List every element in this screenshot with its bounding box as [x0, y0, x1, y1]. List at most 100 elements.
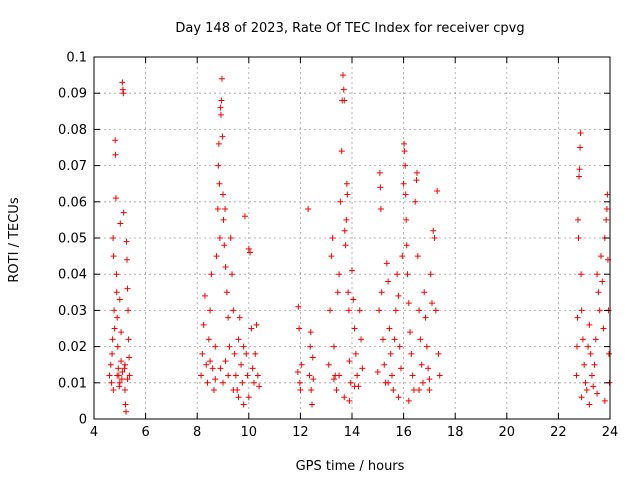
data-point — [221, 242, 228, 249]
data-point — [212, 343, 219, 350]
data-point — [339, 72, 346, 79]
data-point — [124, 256, 131, 263]
data-point — [604, 191, 611, 198]
data-point — [390, 387, 397, 394]
data-point — [240, 343, 247, 350]
data-point — [333, 387, 340, 394]
data-point — [374, 368, 381, 375]
y-tick-label: 0.09 — [58, 87, 87, 102]
data-point — [215, 140, 222, 147]
data-point — [385, 278, 392, 285]
data-point — [295, 303, 302, 310]
data-point — [207, 358, 214, 365]
data-point — [256, 383, 263, 390]
data-point — [385, 379, 392, 386]
data-point — [201, 292, 208, 299]
data-point — [325, 361, 332, 368]
data-point — [241, 213, 248, 220]
data-point — [599, 278, 606, 285]
data-point — [216, 235, 223, 241]
data-point — [307, 329, 314, 336]
y-tick-label: 0.02 — [58, 340, 87, 355]
data-point — [591, 361, 598, 368]
data-point — [376, 169, 383, 176]
data-point — [200, 321, 207, 328]
data-point — [402, 191, 409, 198]
data-point — [244, 372, 251, 379]
data-point — [245, 394, 252, 401]
data-point — [231, 350, 238, 357]
data-point — [198, 372, 205, 379]
data-point — [222, 206, 229, 213]
data-point — [405, 300, 412, 307]
data-point — [298, 361, 305, 368]
data-point — [240, 401, 247, 408]
y-tick-label: 0.06 — [58, 195, 87, 210]
data-point — [327, 307, 334, 314]
data-point — [328, 253, 335, 260]
data-point — [344, 191, 351, 198]
data-point — [239, 379, 246, 386]
data-point — [592, 336, 599, 343]
y-tick-label: 0 — [79, 413, 87, 428]
data-point — [219, 133, 226, 140]
data-point — [329, 235, 336, 241]
x-tick-label: 10 — [241, 425, 258, 440]
data-point — [392, 307, 399, 314]
data-point — [594, 390, 601, 397]
data-point — [205, 336, 212, 343]
data-point — [220, 379, 226, 386]
data-point — [119, 86, 126, 93]
data-point — [349, 267, 355, 274]
data-point — [118, 329, 125, 336]
data-point — [431, 235, 438, 241]
data-point — [210, 387, 217, 394]
data-point — [111, 325, 118, 332]
y-tick-label: 0.04 — [58, 268, 87, 283]
data-point — [359, 365, 366, 372]
data-point — [403, 242, 410, 249]
data-point — [124, 376, 131, 383]
data-point — [308, 387, 315, 394]
data-point — [121, 387, 128, 394]
data-point — [207, 307, 214, 314]
data-point — [379, 336, 386, 343]
data-point — [336, 271, 343, 278]
data-point — [577, 144, 584, 151]
data-point — [306, 372, 313, 379]
data-point — [381, 361, 388, 368]
data-point — [254, 372, 261, 379]
data-point — [585, 343, 592, 350]
data-point — [118, 376, 125, 383]
data-point — [122, 401, 129, 408]
x-tick-label: 12 — [292, 425, 309, 440]
data-point — [232, 372, 239, 379]
data-point — [576, 173, 583, 180]
data-point — [217, 104, 224, 111]
data-point — [430, 227, 437, 234]
data-point — [121, 361, 128, 368]
data-point — [341, 394, 348, 401]
data-point — [122, 408, 129, 415]
data-point — [229, 271, 236, 278]
x-tick-label: 6 — [141, 425, 149, 440]
data-point — [119, 79, 126, 86]
x-tick-label: 14 — [344, 425, 361, 440]
data-point — [422, 314, 429, 321]
data-point — [345, 289, 352, 296]
x-tick-label: 24 — [602, 425, 619, 440]
data-point — [337, 198, 344, 205]
data-point — [574, 314, 581, 321]
data-point — [416, 387, 423, 394]
data-point — [109, 350, 116, 357]
data-point — [426, 387, 433, 394]
data-point — [296, 379, 303, 386]
data-point — [596, 307, 603, 314]
data-point — [603, 206, 610, 213]
data-point — [119, 368, 126, 375]
data-point — [586, 401, 593, 408]
data-point — [597, 253, 604, 260]
data-point — [330, 376, 337, 383]
y-axis-label: ROTI / TECUs — [7, 197, 22, 282]
